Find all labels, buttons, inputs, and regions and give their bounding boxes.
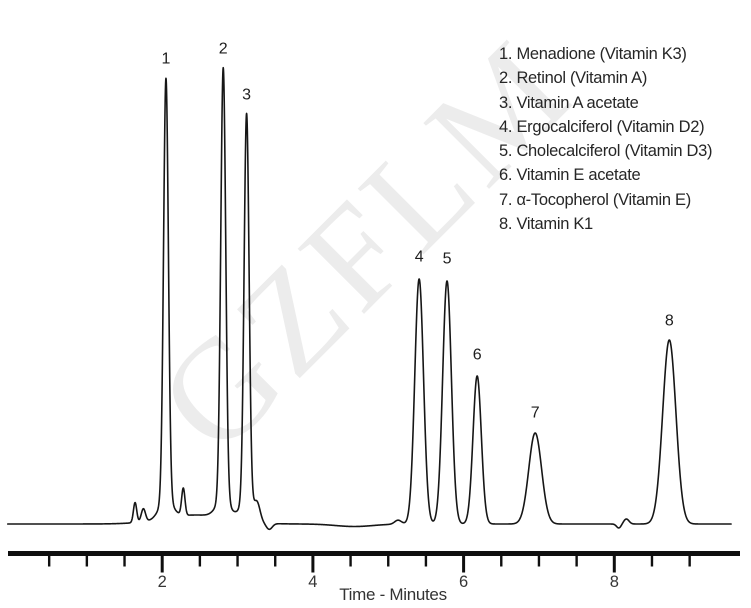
peak-legend: 1. Menadione (Vitamin K3) 2. Retinol (Vi… — [499, 42, 713, 236]
x-axis-tick-label: 2 — [158, 573, 167, 591]
peak-number-label: 4 — [415, 249, 424, 266]
peak-number-label: 5 — [443, 251, 452, 268]
peak-number-label: 3 — [242, 87, 251, 104]
legend-item: 6. Vitamin E acetate — [499, 166, 641, 185]
legend-item: 3. Vitamin A acetate — [499, 93, 639, 112]
x-axis-tick-label: 6 — [459, 573, 468, 591]
x-axis-tick-label: 4 — [308, 573, 317, 591]
legend-item: 4. Ergocalciferol (Vitamin D2) — [499, 117, 705, 136]
legend-item: 5. Cholecalciferol (Vitamin D3) — [499, 142, 713, 161]
x-axis-tick-label: 8 — [610, 573, 619, 591]
peak-number-label: 1 — [162, 51, 171, 68]
chromatogram-trace — [6, 66, 732, 531]
peak-number-label: 2 — [219, 41, 228, 58]
peak-number-label: 6 — [473, 347, 482, 364]
legend-item: 8. Vitamin K1 — [499, 215, 593, 234]
legend-item: 1. Menadione (Vitamin K3) — [499, 45, 687, 63]
legend-item: 2. Retinol (Vitamin A) — [499, 69, 648, 88]
peak-number-label: 8 — [665, 313, 674, 330]
peak-number-label: 7 — [531, 405, 540, 422]
x-axis-title: Time - Minutes — [339, 585, 447, 604]
legend-item: 7. α-Tocopherol (Vitamin E) — [499, 190, 691, 209]
